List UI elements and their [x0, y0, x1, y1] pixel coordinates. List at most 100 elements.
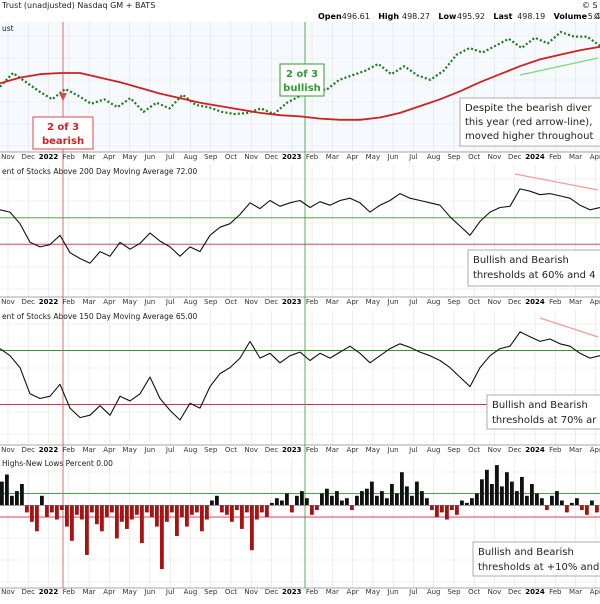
- nhnl-bar: [125, 505, 129, 529]
- p150-month-tick: Feb: [549, 446, 562, 454]
- nhnl-bar: [295, 495, 299, 506]
- p150-month-tick: Dec: [21, 446, 35, 454]
- nhnl-bar: [560, 500, 564, 506]
- nhnl-bar: [240, 505, 244, 529]
- nhnl-month-tick: May: [122, 588, 136, 596]
- nhnl-bar: [460, 500, 464, 506]
- nhnl-bar: [505, 472, 509, 506]
- bearish-box-frame: [32, 116, 94, 150]
- p200-month-tick: Jul: [408, 298, 418, 306]
- moving-average-line: [0, 45, 600, 121]
- nhnl-bar: [20, 484, 24, 506]
- nhnl-bar: [440, 505, 444, 513]
- nhnl-month-tick: Apr: [590, 588, 600, 596]
- nhnl-bar: [250, 505, 254, 551]
- bullish-box-frame: [279, 63, 325, 97]
- ohlc-value-3: 498.19: [517, 12, 545, 21]
- nhnl-bar: [545, 505, 549, 510]
- nhnl-month-tick: Oct: [468, 588, 480, 596]
- ohlc-label-3: Last: [493, 12, 512, 21]
- nhnl-bar: [190, 505, 194, 515]
- nhnl-bar: [380, 491, 384, 506]
- p150-month-tick: Sep: [447, 446, 461, 454]
- price-month-tick: Oct: [225, 153, 237, 161]
- p150-month-tick: Jun: [143, 446, 155, 454]
- price-month-tick: Jul: [165, 153, 175, 161]
- p150-month-tick: May: [122, 446, 136, 454]
- nhnl-month-tick: Feb: [306, 588, 319, 596]
- p150-month-tick: 2022: [39, 446, 59, 454]
- nhnl-bar: [175, 505, 179, 536]
- nhnl-bar: [255, 505, 259, 520]
- p200-month-tick: Dec: [508, 298, 522, 306]
- nhnl-bar: [35, 505, 39, 532]
- nhnl-bar: [140, 505, 144, 544]
- p150-month-tick: Apr: [103, 446, 115, 454]
- nhnl-annotation-frame: [472, 541, 600, 577]
- chart-title: Trust (unadjusted) Nasdaq GM + BATS: [1, 1, 155, 10]
- nhnl-month-tick: Nov: [1, 588, 15, 596]
- nhnl-bar: [305, 498, 309, 506]
- p200-month-tick: May: [122, 298, 136, 306]
- nhnl-bar: [160, 505, 164, 570]
- price-month-tick: Sep: [447, 153, 461, 161]
- nhnl-bar: [325, 488, 329, 506]
- nhnl-bar: [565, 505, 569, 513]
- p150-annotation: Bullish and Bearish thresholds at 70% ar: [486, 394, 600, 430]
- price-divergence-line: [519, 57, 599, 76]
- price-month-tick: Aug: [184, 153, 198, 161]
- price-month-tick: Dec: [21, 153, 35, 161]
- p150-month-tick: Oct: [468, 446, 480, 454]
- p150-month-tick: Feb: [306, 446, 319, 454]
- nhnl-bar: [5, 474, 9, 506]
- nhnl-bar: [165, 505, 169, 522]
- ohlc-value-1: 498.27: [402, 12, 430, 21]
- nhnl-bar: [535, 493, 539, 506]
- nhnl-bar: [490, 484, 494, 506]
- nhnl-bar: [585, 505, 589, 515]
- p150-month-tick: Aug: [427, 446, 441, 454]
- ohlc-label-0: Open: [318, 12, 342, 21]
- nhnl-bar: [385, 498, 389, 506]
- p150-month-tick: Jul: [408, 446, 418, 454]
- nhnl-bar: [530, 484, 534, 506]
- p200-month-tick: Sep: [447, 298, 461, 306]
- price-month-tick: Dec: [508, 153, 522, 161]
- nhnl-bar: [280, 500, 284, 506]
- p200-month-tick: Nov: [1, 298, 15, 306]
- nhnl-bar: [435, 505, 439, 518]
- bearish-box-line2: bearish: [42, 136, 84, 147]
- price-annotation-line2: this year (red arrow-line),: [465, 117, 592, 128]
- nhnl-month-tick: Jun: [143, 588, 155, 596]
- p200-month-tick: Aug: [184, 298, 198, 306]
- p150-series-line: [0, 331, 600, 421]
- p200-month-tick: 2023: [282, 298, 302, 306]
- p200-month-tick: Apr: [347, 298, 359, 306]
- bullish-box-line1: 2 of 3: [286, 69, 318, 80]
- nhnl-bar: [400, 472, 404, 506]
- p200-month-tick: Feb: [306, 298, 319, 306]
- p150-month-tick: Feb: [63, 446, 76, 454]
- nhnl-bar: [520, 476, 524, 506]
- nhnl-bar: [120, 505, 124, 522]
- nhnl-bar: [105, 505, 109, 518]
- nhnl-bar: [225, 505, 229, 515]
- nhnl-month-tick: Jun: [387, 588, 399, 596]
- nhnl-bar: [145, 505, 149, 513]
- nhnl-bar: [480, 479, 484, 506]
- nhnl-annotation-line2: thresholds at +10% and: [478, 562, 599, 573]
- nhnl-month-tick: Sep: [447, 588, 461, 596]
- p200-month-tick: Dec: [21, 298, 35, 306]
- ohlc-label-4: Volume: [554, 12, 588, 21]
- p150-month-tick: Apr: [590, 446, 600, 454]
- p200-month-tick: May: [366, 298, 380, 306]
- p200-month-tick: 2024: [525, 298, 545, 306]
- bullish-box-line2: bullish: [283, 83, 321, 94]
- p150-month-tick: Dec: [508, 446, 522, 454]
- p150-month-tick: 2023: [282, 446, 302, 454]
- nhnl-bar: [130, 505, 134, 520]
- nhnl-bar: [450, 505, 454, 510]
- ohlc-value-4: 5.4M: [588, 12, 600, 21]
- nhnl-bar: [55, 505, 59, 520]
